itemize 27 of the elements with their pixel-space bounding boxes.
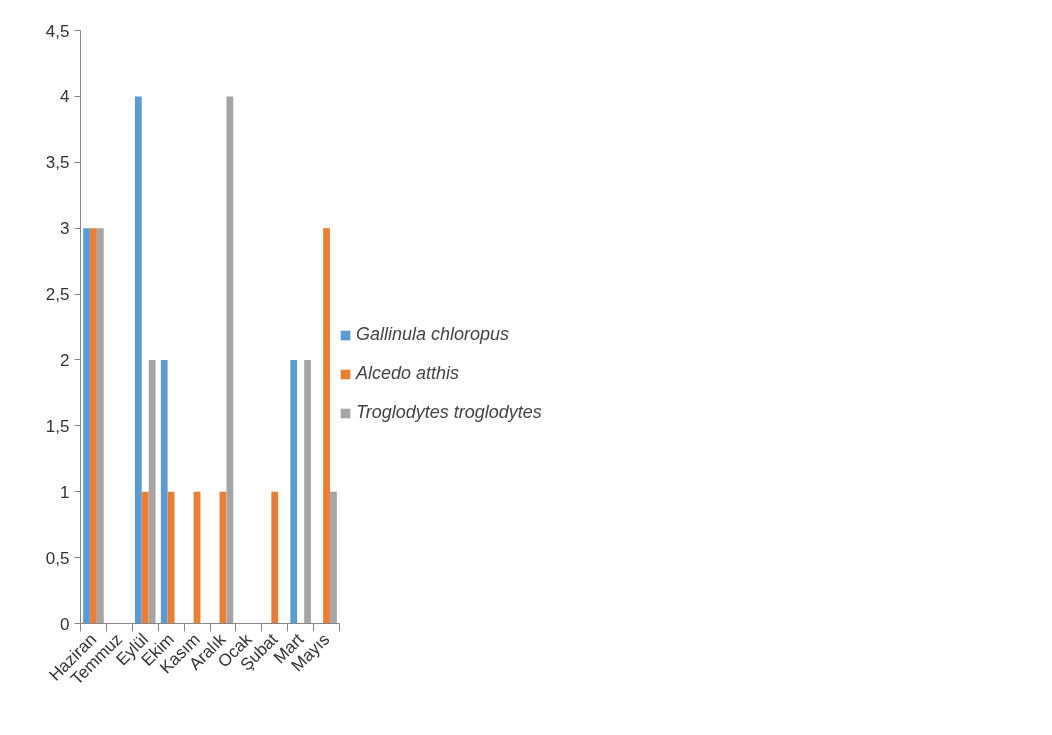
bar (226, 96, 234, 624)
y-tick-label: 3,5 (45, 153, 70, 173)
legend-label: Gallinula chloropus (356, 324, 510, 345)
y-tick-label: 3 (60, 219, 70, 239)
bar (160, 359, 168, 624)
y-tick-label: 1 (60, 482, 70, 502)
y-tick-label: 4,5 (45, 21, 70, 41)
bar (90, 228, 97, 624)
y-tick-label: 2 (60, 350, 70, 370)
y-tick-label: 4 (60, 87, 70, 107)
bar (83, 228, 90, 624)
y-tick-label: 0 (60, 614, 70, 634)
bar (304, 359, 311, 624)
bar (141, 491, 149, 624)
legend-label: Alcedo atthis (356, 363, 460, 384)
bar (330, 491, 337, 624)
bar (96, 228, 104, 624)
y-tick-label: 0,5 (45, 548, 70, 568)
bar (134, 96, 142, 624)
bar (271, 491, 279, 624)
y-tick-label: 2,5 (45, 285, 70, 305)
y-tick-label: 1,5 (45, 416, 70, 436)
bar (290, 359, 298, 624)
legend-label: Troglodytes troglodytes (356, 402, 542, 423)
bar (148, 359, 156, 624)
bar (167, 491, 175, 624)
bar (323, 228, 330, 624)
